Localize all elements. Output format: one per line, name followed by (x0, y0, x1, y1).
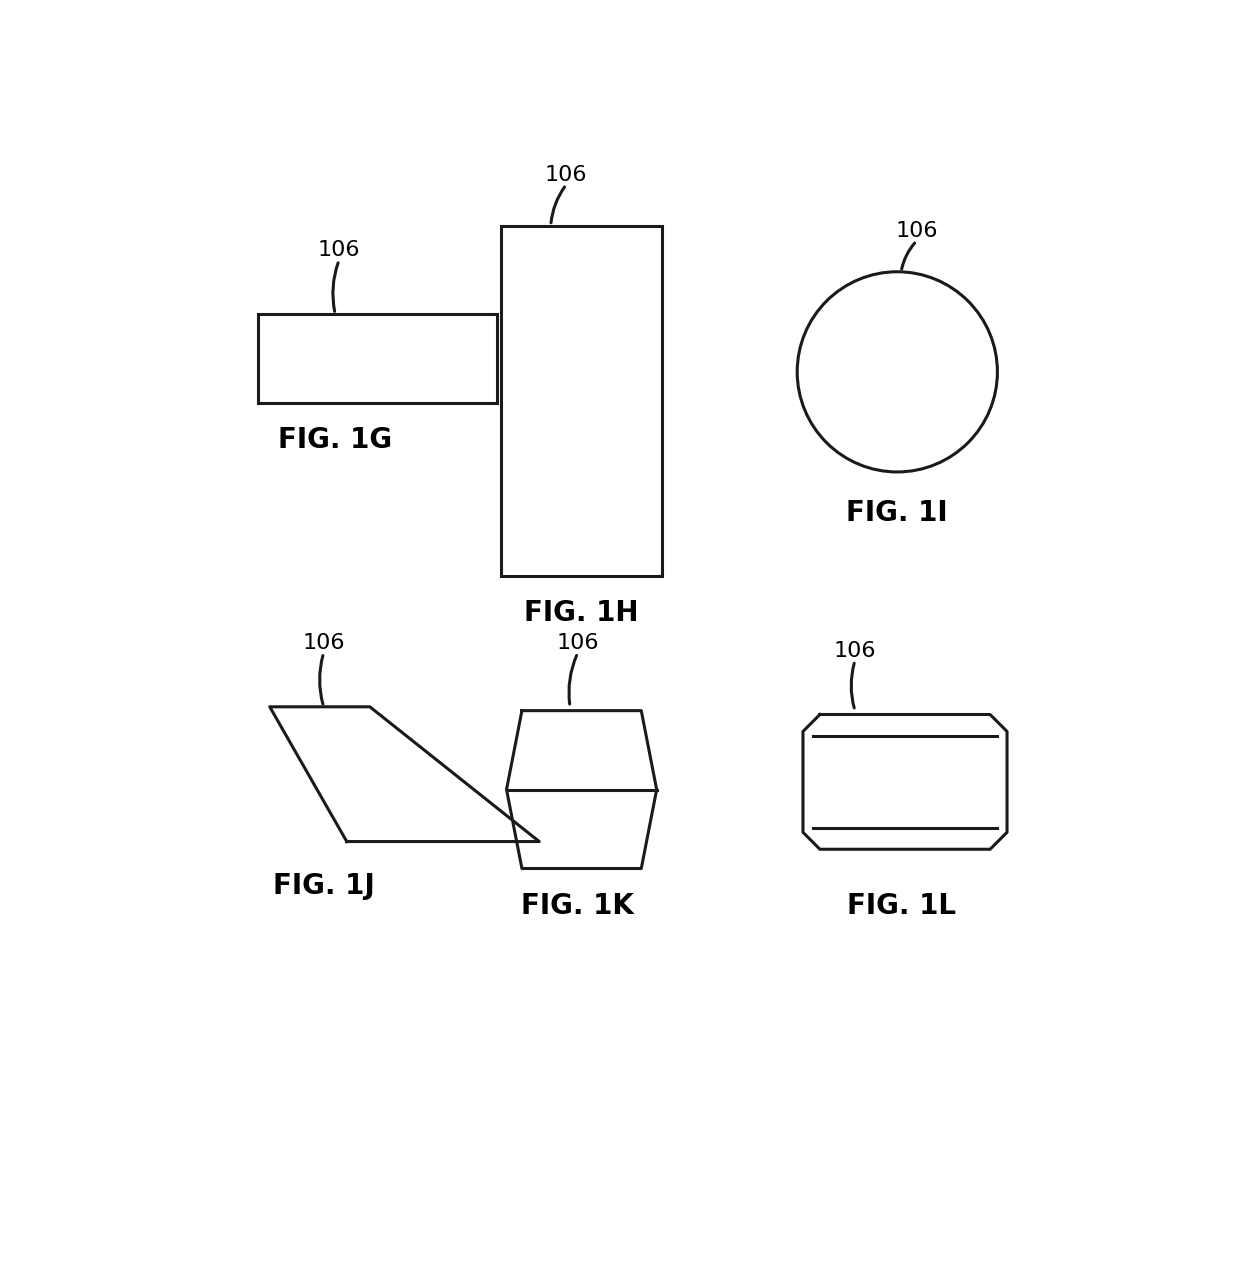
Text: FIG. 1J: FIG. 1J (273, 872, 374, 900)
Text: 106: 106 (303, 632, 345, 653)
Text: 106: 106 (833, 640, 877, 660)
Circle shape (797, 272, 997, 472)
Text: FIG. 1H: FIG. 1H (525, 599, 639, 627)
Text: 106: 106 (557, 632, 599, 653)
Bar (501, 226, 662, 575)
Bar (258, 314, 497, 403)
Text: FIG. 1I: FIG. 1I (847, 499, 949, 527)
Text: FIG. 1K: FIG. 1K (521, 892, 634, 919)
Text: 106: 106 (544, 165, 588, 184)
Text: FIG. 1L: FIG. 1L (847, 892, 956, 919)
Text: FIG. 1G: FIG. 1G (278, 425, 392, 453)
Text: 106: 106 (895, 221, 937, 241)
Text: 106: 106 (317, 240, 361, 260)
